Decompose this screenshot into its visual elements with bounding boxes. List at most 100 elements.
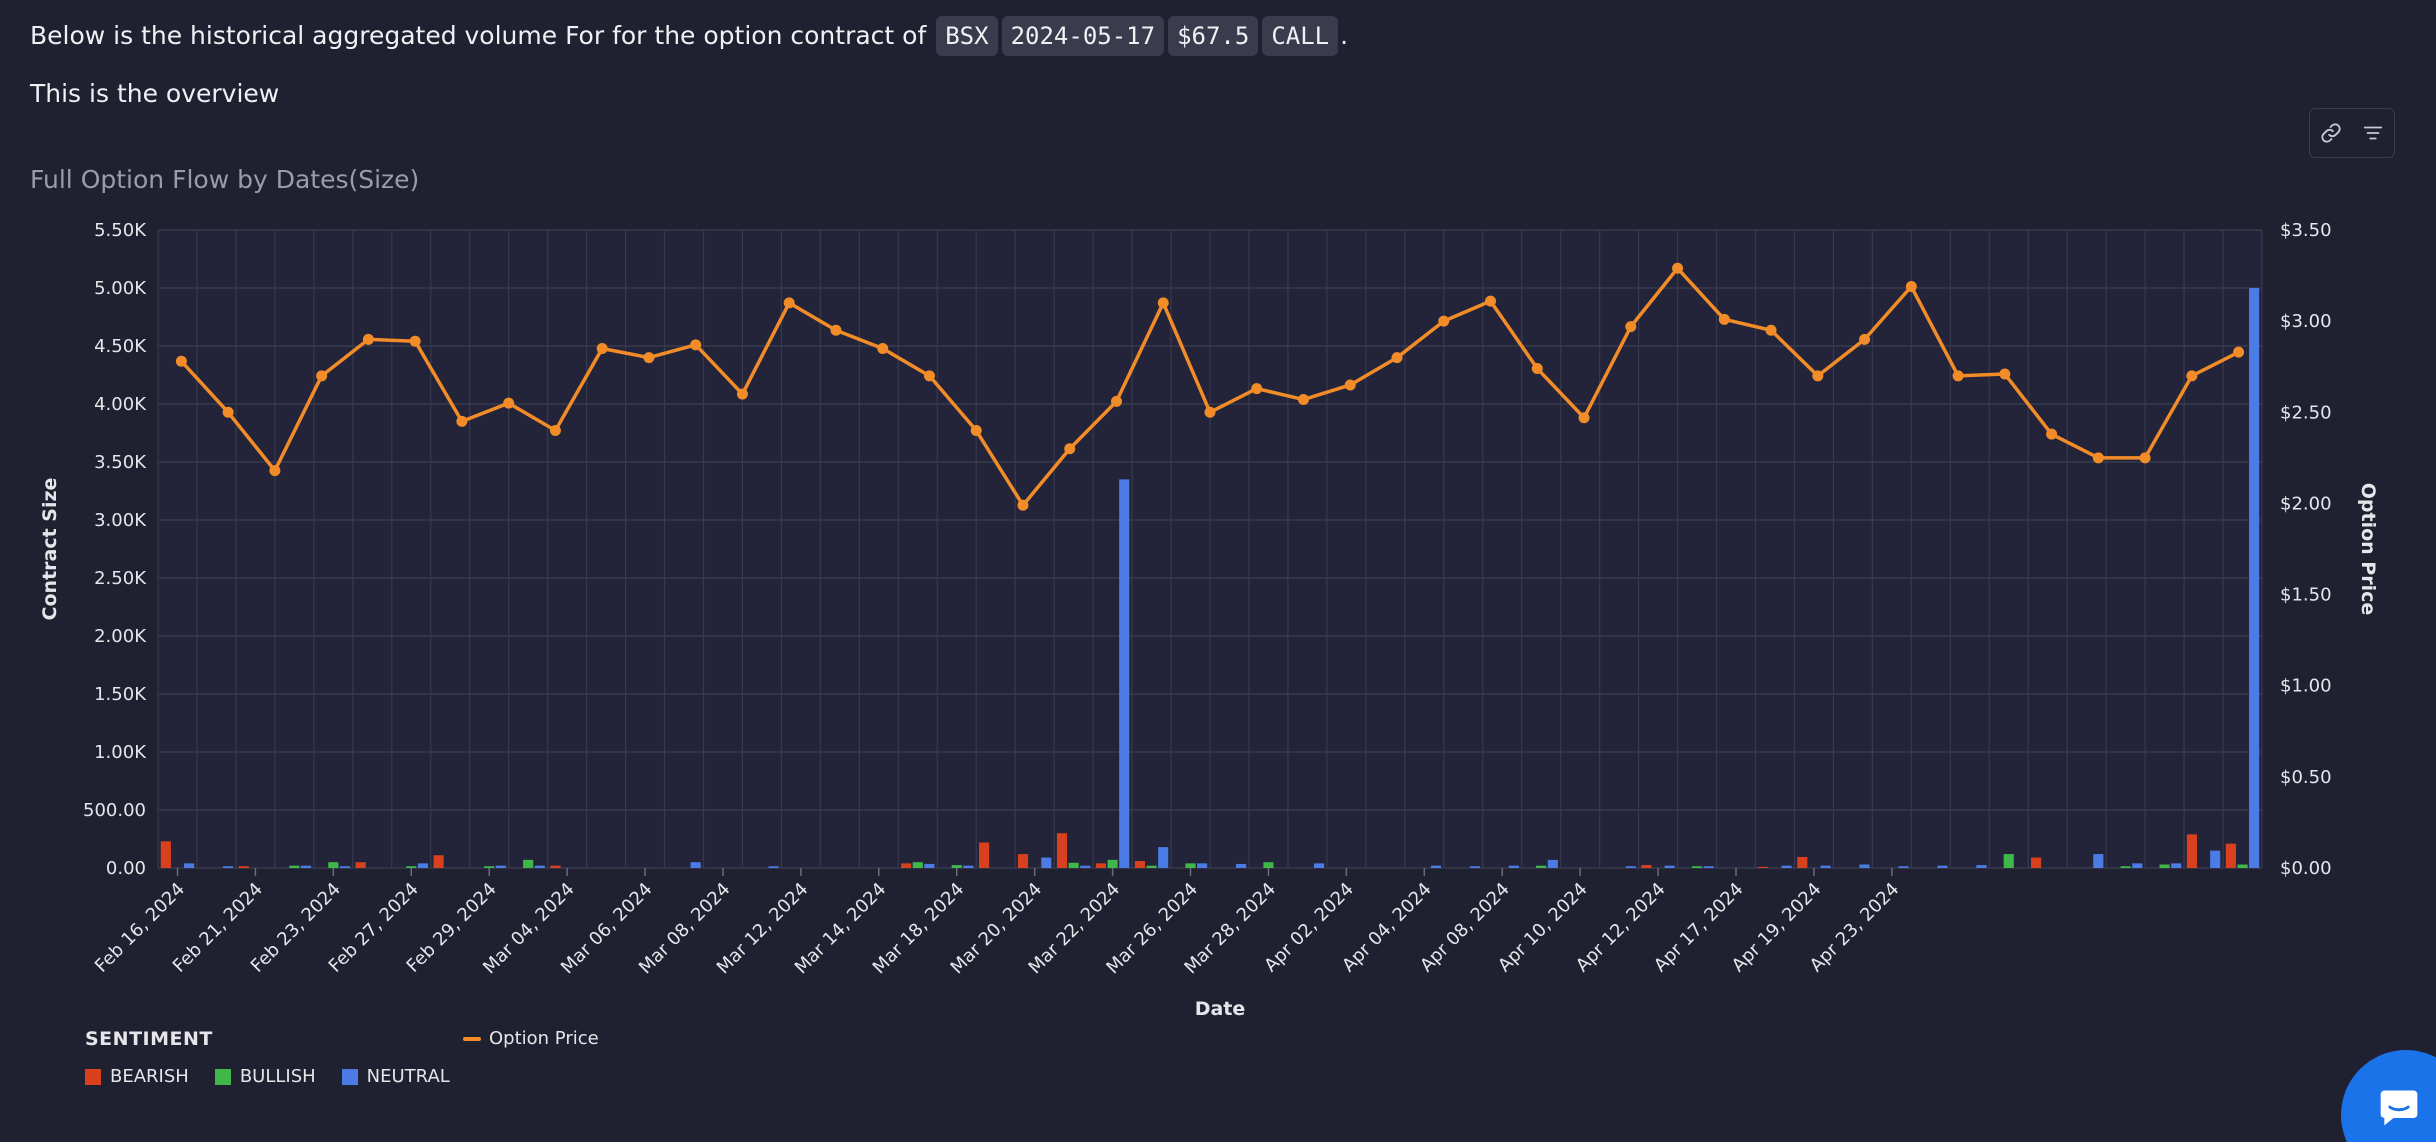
bar-bearish bbox=[238, 866, 249, 868]
option-price-point bbox=[362, 333, 374, 345]
option-type-tag: CALL bbox=[1262, 16, 1339, 56]
bar-neutral bbox=[690, 862, 701, 868]
option-price-point bbox=[503, 397, 515, 409]
option-price-point bbox=[643, 352, 655, 364]
option-price-point bbox=[596, 342, 608, 354]
option-price-point bbox=[1344, 379, 1356, 391]
option-price-point bbox=[877, 342, 889, 354]
intro-sentence: Below is the historical aggregated volum… bbox=[30, 14, 1348, 58]
bar-bullish bbox=[2237, 864, 2248, 868]
option-price-point bbox=[1578, 412, 1590, 424]
y-tick-label: 1.50K bbox=[94, 684, 147, 705]
option-price-point bbox=[783, 297, 795, 309]
bar-neutral bbox=[1197, 863, 1208, 868]
y-tick-label: 3.00K bbox=[94, 510, 147, 531]
bar-bearish bbox=[1758, 866, 1769, 868]
bar-bullish bbox=[1691, 866, 1703, 868]
option-price-point bbox=[175, 355, 187, 367]
bar-neutral bbox=[184, 863, 195, 868]
bar-bearish bbox=[901, 863, 912, 868]
expiry-tag: 2024-05-17 bbox=[1001, 16, 1165, 56]
option-price-point bbox=[1438, 315, 1450, 327]
y2-tick-label: $0.00 bbox=[2280, 858, 2332, 879]
option-price-point bbox=[1905, 281, 1917, 293]
intro-prefix: Below is the historical aggregated volum… bbox=[30, 21, 927, 50]
chat-icon bbox=[2380, 1090, 2418, 1126]
bullish-swatch bbox=[214, 1068, 231, 1085]
bar-neutral bbox=[417, 863, 428, 868]
x-axis-title: Date bbox=[1195, 998, 1246, 1020]
bar-bullish bbox=[484, 866, 495, 868]
link-icon[interactable] bbox=[2315, 117, 2347, 149]
bar-neutral bbox=[1859, 864, 1870, 868]
y2-tick-label: $2.50 bbox=[2280, 402, 2332, 423]
legend-item-neutral[interactable]: NEUTRAL bbox=[341, 1066, 450, 1087]
bar-bullish bbox=[1107, 859, 1118, 868]
filter-icon[interactable] bbox=[2357, 117, 2389, 149]
option-price-point bbox=[1298, 394, 1310, 406]
y-axis-title: Contract Size bbox=[39, 478, 61, 621]
bar-neutral bbox=[223, 866, 234, 868]
option-price-point bbox=[269, 465, 281, 477]
bar-bullish bbox=[1185, 863, 1196, 868]
option-price-point bbox=[923, 370, 935, 382]
option-price-point bbox=[2139, 452, 2151, 464]
bar-bullish bbox=[523, 859, 534, 868]
bar-neutral bbox=[2171, 863, 2182, 868]
option-price-point bbox=[549, 425, 561, 437]
option-price-point bbox=[2186, 370, 2198, 382]
option-price-point bbox=[736, 388, 748, 400]
bar-neutral bbox=[300, 865, 312, 868]
bar-neutral bbox=[1080, 865, 1091, 868]
bar-bearish bbox=[2225, 843, 2236, 868]
bar-bearish bbox=[1641, 865, 1652, 868]
y2-tick-label: $3.00 bbox=[2280, 311, 2332, 332]
y-tick-label: 1.00K bbox=[94, 742, 147, 763]
bar-bullish bbox=[1146, 865, 1157, 868]
option-price-point bbox=[1999, 368, 2011, 380]
y2-tick-label: $2.00 bbox=[2280, 493, 2332, 514]
option-price-point bbox=[1064, 443, 1076, 455]
option-price-point bbox=[222, 406, 234, 418]
legend-item-bullish[interactable]: BULLISH bbox=[214, 1066, 316, 1087]
option-price-point bbox=[409, 335, 421, 347]
chart-title: Full Option Flow by Dates(Size) bbox=[30, 165, 420, 194]
option-price-point bbox=[1204, 406, 1216, 418]
bar-neutral bbox=[1976, 865, 1987, 868]
bar-bearish bbox=[1797, 856, 1808, 868]
bar-bullish bbox=[2159, 864, 2170, 868]
bar-bullish bbox=[289, 865, 300, 868]
y2-tick-label: $3.50 bbox=[2280, 220, 2332, 241]
bar-bearish bbox=[550, 865, 561, 868]
legend-label-neutral: NEUTRAL bbox=[366, 1066, 450, 1087]
legend-item-option-price[interactable]: Option Price bbox=[463, 1028, 599, 1049]
option-price-point bbox=[1859, 333, 1871, 345]
bar-neutral bbox=[924, 863, 935, 868]
y-tick-label: 3.50K bbox=[94, 452, 147, 473]
bar-neutral bbox=[339, 866, 351, 868]
y-tick-label: 5.00K bbox=[94, 278, 147, 299]
bar-neutral bbox=[1119, 479, 1130, 868]
bar-bearish bbox=[1095, 863, 1107, 868]
bar-bearish bbox=[1134, 861, 1145, 868]
y-tick-label: 5.50K bbox=[94, 220, 147, 241]
legend-item-bearish[interactable]: BEARISH bbox=[85, 1066, 189, 1087]
bar-neutral bbox=[963, 865, 974, 868]
legend-label-option-price: Option Price bbox=[489, 1028, 599, 1049]
y-tick-label: 4.00K bbox=[94, 394, 147, 415]
overview-text: This is the overview bbox=[30, 79, 280, 108]
bar-bearish bbox=[2186, 834, 2197, 868]
option-price-point bbox=[1017, 499, 1029, 511]
bar-neutral bbox=[495, 865, 506, 868]
y-tick-label: 2.00K bbox=[94, 626, 147, 647]
y2-tick-label: $1.00 bbox=[2280, 676, 2332, 697]
bearish-swatch bbox=[85, 1068, 101, 1085]
option-price-point bbox=[2046, 428, 2058, 440]
bar-neutral bbox=[2249, 288, 2260, 868]
bar-neutral bbox=[1625, 866, 1636, 868]
option-price-point bbox=[316, 370, 328, 382]
bar-bearish bbox=[1056, 833, 1068, 868]
bar-bullish bbox=[912, 862, 923, 868]
